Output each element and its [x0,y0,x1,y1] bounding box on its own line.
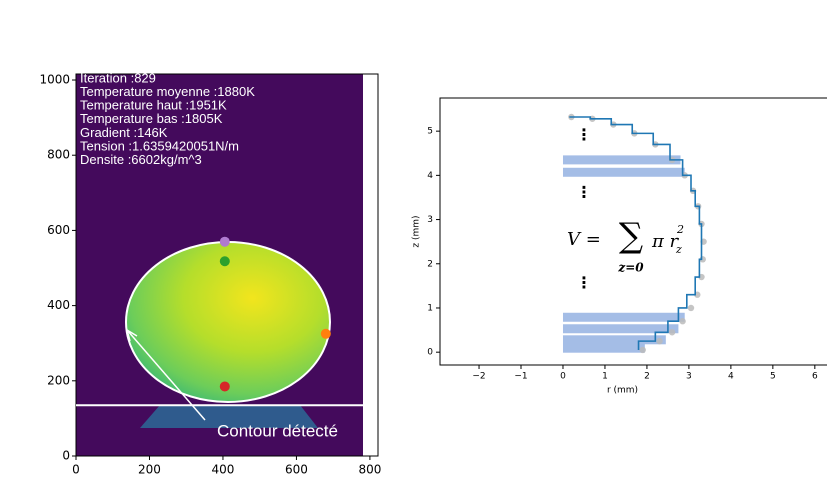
plot-area [562,113,707,354]
bar [562,155,681,165]
info-line: Temperature bas :1805K [80,111,223,126]
bar [562,343,645,353]
formula-sum: ∑ [619,216,643,256]
y-tick-label: 600 [47,223,70,237]
formula-under: z=0 [617,261,644,275]
x-tick-label: 0 [72,463,80,477]
x-tick-label: 200 [138,463,161,477]
point [320,328,331,339]
info-line: Densite :6602kg/m^3 [80,152,202,167]
point [219,256,230,267]
y-tick-label: 4 [427,171,433,181]
profile-point [668,329,676,336]
info-line: Iteration :829 [80,70,156,85]
arrow-head [126,329,138,342]
profile-point [679,318,686,325]
x-tick-label: 6 [812,372,818,382]
x-tick-label: −1 [514,372,527,382]
profile-point [687,304,695,312]
y-tick-label: 5 [427,127,433,137]
right-panel-bg [403,98,827,405]
right-chart: ⋮ ⋮ ⋮ V = ∑ z=0 π rz 2 −2 −1 0 1 2 3 4 5 6 0 1 2 3 4 5 r (mm) z … [412,97,827,396]
axes-frame [439,97,827,366]
y-tick-label: 1 [427,303,433,313]
x-tick-label: 1 [602,372,608,382]
x-tick-label: 3 [686,372,692,382]
x-axis-label: r (mm) [607,386,638,396]
profile-steps [569,116,703,350]
y-tick-label: 200 [47,373,70,387]
x-tick-label: 600 [285,463,308,477]
formula-term: π r [651,231,680,252]
x-tick-label: 2 [644,372,650,382]
point [219,236,230,247]
x-tick-label: 5 [770,372,776,382]
info-line: Gradient :146K [80,125,168,140]
bar [562,335,666,345]
ellipsis: ⋮ [576,183,592,202]
ellipsis: ⋮ [576,273,592,292]
left-chart: Contour détecté Iteration :829Temperatur… [39,70,381,476]
y-axis-label: z (mm) [412,215,422,247]
formula-sup: 2 [676,223,684,236]
profile-point [656,337,663,345]
y-tick-label: 0 [62,449,70,463]
x-tick-label: 4 [728,372,734,382]
bar [562,167,685,177]
y-tick-label: 1000 [39,73,70,87]
x-tick-label: −2 [472,372,485,382]
reflection [140,405,318,428]
ellipsis: ⋮ [576,125,592,144]
y-tick-label: 3 [427,215,433,225]
x-tick-label: 800 [358,463,381,477]
x-tick-label: 0 [560,372,566,382]
formula-lhs: V = [567,229,601,250]
info-line: Temperature moyenne :1880K [80,84,255,99]
bar [562,312,685,322]
profile-point [639,346,646,354]
droplet [125,241,331,403]
y-tick-label: 0 [427,348,433,358]
image-padding [363,74,378,456]
y-tick-label: 800 [47,148,70,162]
point [219,381,230,392]
bar [562,324,679,334]
formula-sub: z [675,243,682,256]
axes-frame [75,73,379,457]
info-line: Temperature haut :1951K [80,98,227,113]
annotation: Contour détecté [217,421,338,440]
y-tick-label: 2 [427,259,433,269]
y-tick-label: 400 [47,298,70,312]
info-line: Tension :1.6359420051N/m [80,138,239,153]
x-tick-label: 400 [212,463,235,477]
